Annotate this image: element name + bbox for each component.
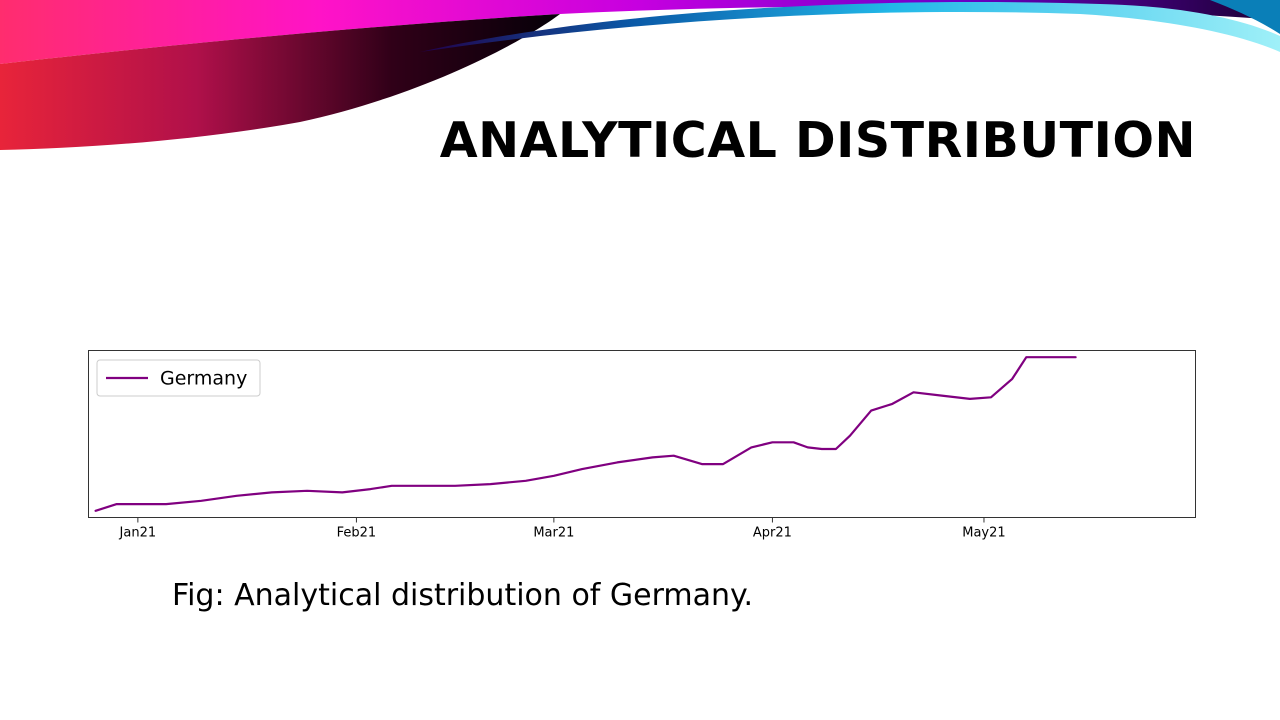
legend-box xyxy=(96,359,261,397)
plot-frame xyxy=(88,350,1196,518)
slide-title: ANALYTICAL DISTRIBUTION xyxy=(439,112,1196,169)
x-tick-label: Apr21 xyxy=(753,526,792,541)
x-tick-label: Feb21 xyxy=(337,526,377,541)
legend: Germany xyxy=(96,359,261,397)
banner-magenta-stroke xyxy=(0,0,1280,64)
series-line-germany xyxy=(94,356,1077,512)
x-tick-label: Mar21 xyxy=(533,526,574,541)
decorative-banner xyxy=(0,0,1280,150)
banner-cyan-corner xyxy=(1210,0,1280,34)
x-tick-label: May21 xyxy=(962,526,1005,541)
x-axis-ticks: Jan21 Feb21 Mar21 Apr21 May21 xyxy=(119,517,1006,541)
banner-red-stroke xyxy=(0,14,560,150)
line-chart: Jan21 Feb21 Mar21 Apr21 May21 Germany xyxy=(88,350,1196,541)
banner-teal-stroke xyxy=(420,2,1280,52)
x-tick-label: Jan21 xyxy=(119,526,157,541)
figure-caption: Fig: Analytical distribution of Germany. xyxy=(172,578,754,613)
legend-label: Germany xyxy=(160,368,247,390)
